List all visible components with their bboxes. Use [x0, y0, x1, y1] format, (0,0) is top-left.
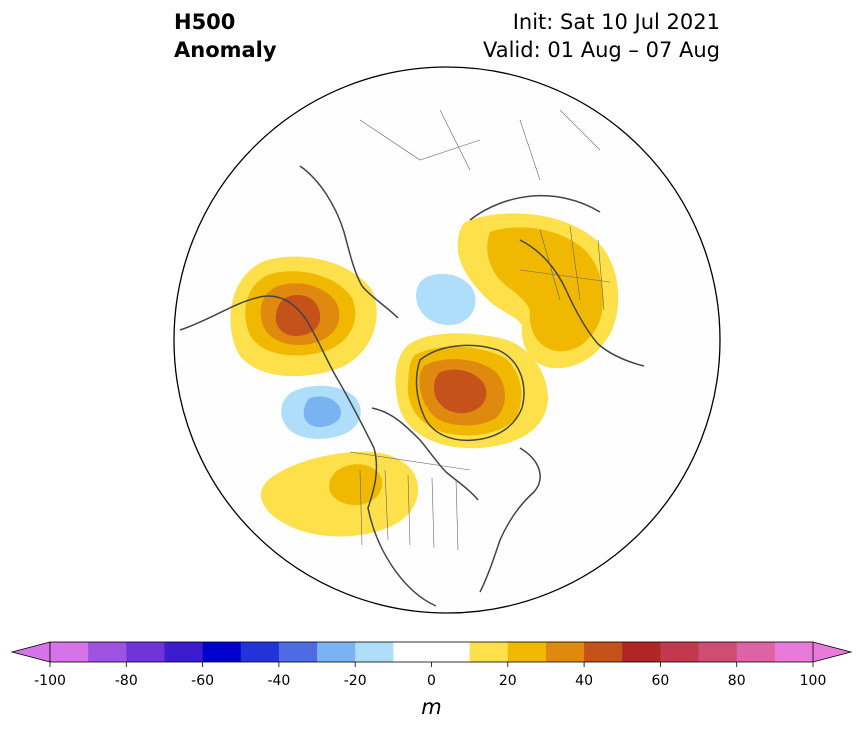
anomaly-center-pacific-northwest-trough — [281, 385, 361, 439]
colorbar-segment — [584, 642, 623, 662]
colorbar-tick-label: 100 — [800, 673, 827, 689]
anomaly-center-greenland — [395, 333, 548, 449]
colorbar-ticks: -100 -80 -60 -40 -20 0 20 40 60 80 100 — [34, 662, 826, 689]
colorbar-segment — [660, 642, 700, 662]
colorbar-segment — [202, 642, 242, 662]
colorbar-under-extension — [10, 641, 51, 663]
map-boundary — [173, 66, 721, 614]
siberia-coast — [469, 194, 601, 221]
colorbar-segment — [774, 642, 814, 662]
colorbar-unit: m — [421, 695, 442, 719]
colorbar-segment — [240, 642, 280, 662]
us-canada-border — [349, 451, 471, 471]
product-title: Anomaly — [174, 38, 277, 62]
europe-country-lines — [519, 225, 611, 311]
colorbar-tick-label: -80 — [115, 673, 138, 689]
anomaly-center-arctic-trough — [416, 273, 476, 326]
colorbar-segment — [736, 642, 776, 662]
colorbar-segment — [507, 642, 547, 662]
colorbar-tick-label: 20 — [499, 673, 517, 689]
colorbar-segment — [126, 642, 165, 662]
europe-north-coast — [519, 239, 645, 367]
title-block: H500 Anomaly — [174, 8, 277, 64]
coastline-layer — [179, 165, 645, 607]
colorbar-segments — [10, 641, 853, 663]
init-date: Init: Sat 10 Jul 2021 — [512, 10, 720, 34]
colorbar-segment — [164, 642, 204, 662]
polar-map — [173, 66, 721, 614]
date-block: Init: Sat 10 Jul 2021 Valid: 01 Aug – 07… — [483, 8, 720, 64]
border-layer — [349, 109, 611, 551]
colorbar-segment — [393, 642, 471, 662]
colorbar-over-extension — [812, 641, 853, 663]
us-state-lines — [359, 469, 459, 551]
colorbar-tick-label: 80 — [728, 673, 746, 689]
variable-title: H500 — [174, 10, 236, 34]
colorbar-tick-label: -20 — [344, 673, 367, 689]
colorbar-segment — [545, 642, 585, 662]
colorbar-tick-label: 40 — [575, 673, 593, 689]
valid-date: Valid: 01 Aug – 07 Aug — [482, 38, 720, 62]
colorbar-segment — [355, 642, 394, 662]
colorbar-tick-label: 60 — [651, 673, 669, 689]
colorbar-tick-label: -60 — [191, 673, 214, 689]
east-asia-coast — [299, 165, 399, 319]
colorbar-segment — [278, 642, 318, 662]
colorbar-segment — [88, 642, 127, 662]
hudson-bay-coast — [371, 407, 479, 501]
colorbar-segment — [622, 642, 661, 662]
colorbar-segment — [50, 642, 89, 662]
colorbar-segment — [317, 642, 356, 662]
north-america-west-coast — [179, 295, 437, 607]
anomaly-center-western-us — [260, 451, 419, 537]
north-america-east-coast — [479, 447, 541, 593]
colorbar-tick-label: -100 — [34, 673, 66, 689]
asia-country-lines — [359, 109, 601, 181]
colorbar-tick-label: 0 — [427, 673, 436, 689]
colorbar-tick-label: -40 — [267, 673, 290, 689]
colorbar: -100 -80 -60 -40 -20 0 20 40 60 80 100 — [10, 641, 853, 689]
colorbar-segment — [698, 642, 738, 662]
greenland-outline — [415, 344, 525, 442]
colorbar-segment — [469, 642, 509, 662]
